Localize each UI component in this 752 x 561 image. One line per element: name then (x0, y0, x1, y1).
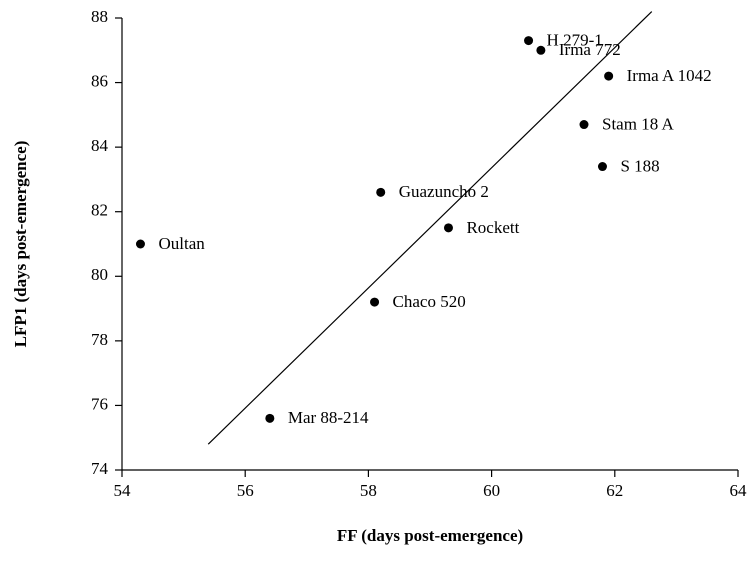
y-tick-label: 78 (91, 330, 108, 349)
point-label: Irma A 1042 (627, 66, 712, 85)
x-tick-label: 62 (606, 481, 623, 500)
y-tick-label: 88 (91, 7, 108, 26)
point (376, 187, 386, 197)
point (135, 239, 145, 249)
point (524, 36, 534, 46)
point (604, 71, 614, 81)
point (370, 297, 380, 307)
y-tick-label: 86 (91, 71, 108, 90)
y-axis-title: LFP1 (days post-emergence) (11, 141, 30, 348)
y-tick-label: 84 (91, 136, 109, 155)
point (265, 413, 275, 423)
y-tick-label: 82 (91, 201, 108, 220)
point (579, 120, 589, 130)
y-tick-label: 80 (91, 265, 108, 284)
x-tick-label: 54 (114, 481, 132, 500)
x-tick-label: 56 (237, 481, 254, 500)
y-tick-label: 74 (91, 459, 109, 478)
point-label: Irma 772 (559, 40, 621, 59)
point-label: S 188 (620, 156, 659, 175)
point (536, 45, 546, 55)
point-label: Stam 18 A (602, 114, 675, 133)
point-label: H 279-1 (547, 31, 603, 50)
x-tick-label: 60 (483, 481, 500, 500)
point (443, 223, 453, 233)
point-label: Guazuncho 2 (399, 182, 489, 201)
point-label: Oultan (158, 234, 205, 253)
point-label: Rockett (466, 218, 519, 237)
y-tick-label: 76 (91, 394, 108, 413)
point-label: Chaco 520 (393, 292, 466, 311)
point-label: Mar 88-214 (288, 408, 369, 427)
point (597, 162, 607, 172)
fit-line (207, 11, 653, 445)
x-tick-label: 64 (730, 481, 748, 500)
x-tick-label: 58 (360, 481, 377, 500)
x-axis-title: FF (days post-emergence) (337, 526, 523, 545)
